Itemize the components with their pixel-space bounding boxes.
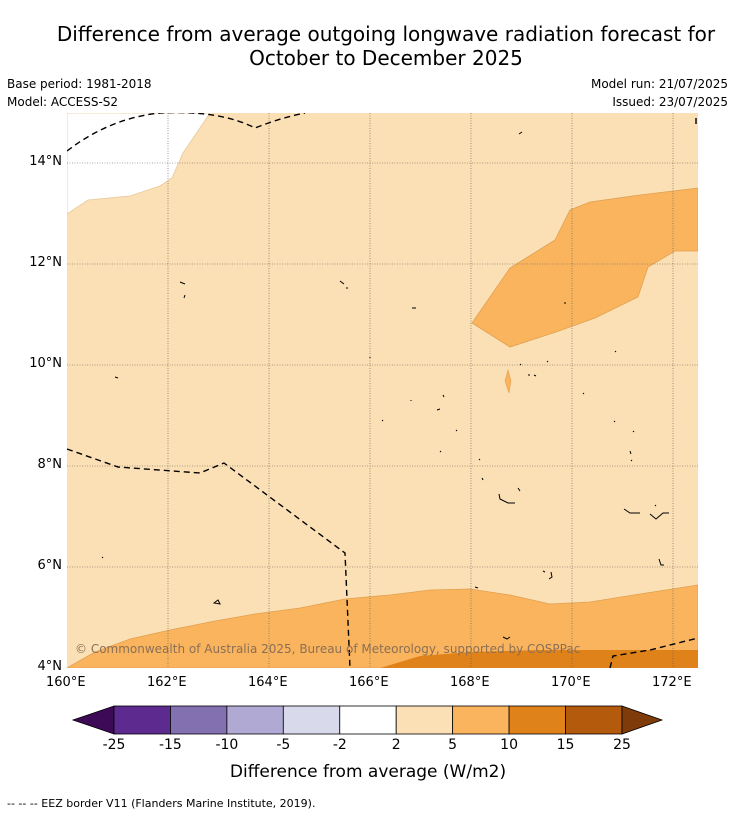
eez-legend-note: -- -- -- EEZ border V11 (Flanders Marine…: [7, 797, 316, 810]
fill-10-to-15: [380, 650, 698, 668]
map-area: [67, 113, 698, 668]
colorbar-cell: [282, 705, 341, 735]
latitude-tick-label: 4°N: [37, 659, 63, 674]
latitude-tick-label: 14°N: [29, 154, 62, 169]
colorbar-tick-label: -25: [102, 737, 126, 753]
colorbar-cell: [170, 705, 228, 735]
colorbar-tick-label: -10: [215, 737, 239, 753]
colorbar-tick-label: 15: [556, 737, 575, 753]
latitude-tick-label: 8°N: [37, 457, 63, 472]
meta-left: Base period: 1981-2018 Model: ACCESS-S2: [7, 75, 152, 111]
model-run: Model run: 21/07/2025: [590, 77, 728, 91]
colorbar-cell: [339, 705, 397, 735]
colorbar-tick-label: 25: [613, 737, 631, 753]
colorbar-high-extend: [621, 705, 664, 735]
colorbar: [71, 705, 664, 735]
fill-5-to-10-blob: [504, 368, 512, 394]
fill-5-to-10-south: [67, 584, 698, 668]
colorbar-low-extend: [71, 705, 115, 735]
latitude-tick-label: 6°N: [37, 558, 63, 573]
base-period: Base period: 1981-2018: [7, 77, 152, 91]
longitude-tick-label: 170°E: [551, 675, 591, 690]
colorbar-cell: [113, 705, 171, 735]
graticule: [67, 113, 698, 668]
colorbar-cell: [565, 705, 623, 735]
colorbar-cells: [113, 705, 623, 735]
longitude-tick-label: 164°E: [248, 675, 288, 690]
colorbar-tick-label: 5: [448, 737, 458, 753]
colorbar-tick-label: 2: [391, 737, 401, 753]
title-line-2: October to December 2025: [249, 46, 523, 70]
longitude-tick-label: 166°E: [349, 675, 389, 690]
longitude-tick-label: 162°E: [147, 675, 187, 690]
longitude-tick-label: 160°E: [46, 675, 86, 690]
meta-right: Model run: 21/07/2025 Issued: 23/07/2025: [591, 75, 728, 111]
fill-5-to-10-north: [471, 187, 698, 348]
map-title: Difference from average outgoing longwav…: [0, 22, 736, 70]
fill-near-average: [67, 113, 211, 215]
issued-date: Issued: 23/07/2025: [612, 95, 728, 109]
colorbar-tick-label: -2: [332, 737, 347, 753]
colorbar-cell: [452, 705, 510, 735]
model-name: Model: ACCESS-S2: [7, 95, 119, 109]
colorbar-title: Difference from average (W/m2): [229, 762, 507, 782]
latitude-tick-label: 10°N: [29, 356, 62, 371]
copyright-notice: © Commonwealth of Australia 2025, Bureau…: [75, 642, 581, 656]
islands: [101, 131, 669, 640]
longitude-tick-label: 172°E: [652, 675, 692, 690]
colorbar-tick-label: -5: [276, 737, 291, 753]
title-line-1: Difference from average outgoing longwav…: [56, 22, 716, 46]
colorbar-tick-label: 10: [500, 737, 519, 753]
colorbar-tick-label: -15: [158, 737, 182, 753]
colorbar-cell: [395, 705, 454, 735]
eez-borders: [67, 113, 698, 668]
longitude-tick-label: 168°E: [450, 675, 490, 690]
latitude-tick-label: 12°N: [29, 255, 62, 270]
colorbar-cell: [226, 705, 284, 735]
fill-2-to-5: [67, 113, 698, 668]
colorbar-cell: [508, 705, 566, 735]
